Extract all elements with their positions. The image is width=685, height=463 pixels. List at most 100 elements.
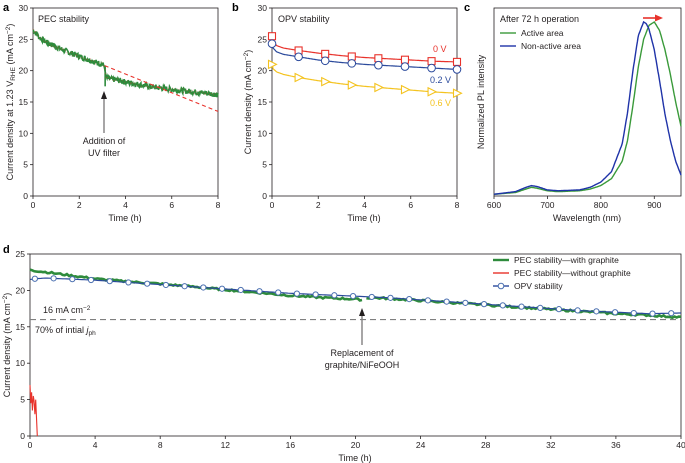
panel-c-ylabel: Normalized PL intensity <box>476 54 486 149</box>
label-series-b-0-6-v: 0.6 V <box>430 98 451 108</box>
y-tick-label-b-5: 5 <box>262 160 267 170</box>
series-d-opv-stability-marker-6 <box>144 280 151 287</box>
series-b-0-2-v-marker-7 <box>452 65 462 74</box>
x-tick-label-b-2: 2 <box>316 200 321 210</box>
y-tick-label-d-15: 15 <box>16 322 26 332</box>
series-b-0-2-v-marker-2 <box>320 56 330 66</box>
panel-d: Time (h) Current density (mA cm−2) 16 mA… <box>2 253 682 463</box>
y-tick-label-d-10: 10 <box>16 358 26 368</box>
y-tick-label-b-15: 15 <box>258 97 268 107</box>
x-tick-label-d-16: 16 <box>286 440 296 450</box>
y-tick-label-a-0: 0 <box>23 191 28 201</box>
series-d-opv-stability-marker-29 <box>574 307 581 314</box>
series-d-opv-stability-marker-20 <box>406 295 413 303</box>
series-d-pec-stability-without-graphite <box>29 384 38 437</box>
hline-label-1: 16 mA cm−2 <box>43 305 91 315</box>
series-b-0-v-marker-3 <box>347 52 356 61</box>
series-b-0-6-v-marker-4 <box>374 82 385 93</box>
series-d-opv-stability-marker-14 <box>293 290 301 297</box>
series-d-opv-stability-marker-1 <box>50 275 57 282</box>
panel-a-xlabel: Time (h) <box>108 213 141 223</box>
x-tick-label-c-600: 600 <box>487 200 501 210</box>
series-c-non-active-area <box>493 20 682 195</box>
panel-a-ylabel: Current density at 1.23 VRHE (mA cm−2) <box>5 24 17 181</box>
series-a-pec-measured <box>32 29 219 98</box>
panel-letter-a: a <box>3 2 10 14</box>
x-tick-label-d-0: 0 <box>28 440 33 450</box>
series-d-opv-stability-marker-25 <box>499 302 506 309</box>
series-d-opv-stability-marker-7 <box>162 281 169 289</box>
x-tick-label-b-0: 0 <box>270 200 275 210</box>
series-b-0-v-marker-6 <box>427 57 436 66</box>
panel-c: After 72 h operation Wavelength (nm) Nor… <box>476 7 682 223</box>
series-b-0-6-v-marker-3 <box>347 80 358 90</box>
series-d-opv-stability-marker-2 <box>69 276 76 283</box>
y-tick-label-d-20: 20 <box>16 285 26 295</box>
series-d-opv-stability-marker-31 <box>611 309 619 316</box>
series-a-pec-measured-noise <box>32 28 219 97</box>
panel-d-annotation-line1: Replacement of <box>330 348 394 358</box>
panel-a-title: PEC stability <box>38 14 90 24</box>
panel-b-ylabel: Current density (mA cm−2) <box>243 50 253 154</box>
x-tick-label-a-4: 4 <box>123 200 128 210</box>
y-tick-label-b-10: 10 <box>258 128 268 138</box>
x-tick-label-c-700: 700 <box>540 200 554 210</box>
y-tick-label-a-5: 5 <box>23 160 28 170</box>
y-tick-label-a-20: 20 <box>19 66 29 76</box>
series-d-opv-stability-marker-4 <box>106 278 113 285</box>
series-b-0-6-v-marker-0 <box>267 59 278 70</box>
panel-a-annotation-line1: Addition of <box>83 136 126 146</box>
x-tick-label-d-36: 36 <box>611 440 621 450</box>
panel-c-xlabel: Wavelength (nm) <box>553 213 621 223</box>
hline-label-2: 70% of intial jph <box>35 325 96 337</box>
series-d-opv-stability-marker-33 <box>649 310 656 317</box>
x-tick-label-a-2: 2 <box>77 200 82 210</box>
series-d-opv-stability-marker-27 <box>537 304 544 311</box>
legend-label-c-1: Non-active area <box>521 41 581 51</box>
series-b-0-v <box>271 36 457 63</box>
series-b-0-v-marker-7 <box>452 57 462 66</box>
label-series-b-0-2-v: 0.2 V <box>430 75 451 85</box>
chart-b-marks: 0 2 4 6 8 0 5 10 15 20 25 30 0 V 0.2 V 0.6 V <box>258 3 463 210</box>
x-tick-label-d-8: 8 <box>158 440 163 450</box>
x-tick-label-c-800: 800 <box>594 200 608 210</box>
panel-d-ylabel: Current density (mA cm−2) <box>2 293 12 397</box>
series-d-opv-stability-marker-26 <box>518 303 525 310</box>
x-tick-label-a-0: 0 <box>31 200 36 210</box>
y-tick-label-d-5: 5 <box>20 395 25 405</box>
panel-letter-d: d <box>3 244 10 256</box>
y-tick-label-b-20: 20 <box>258 66 268 76</box>
chart-d-marks: 0 4 8 12 16 20 24 28 32 36 40 0 5 10 15 20 25 PEC stabili… <box>16 249 685 450</box>
series-d-opv-stability-marker-34 <box>668 310 675 317</box>
series-d-opv-stability-marker-0 <box>31 275 38 282</box>
series-b-0-2-v-marker-5 <box>400 62 410 71</box>
y-tick-label-d-25: 25 <box>16 249 26 259</box>
series-d-opv-stability-marker-19 <box>387 294 394 301</box>
y-tick-label-d-0: 0 <box>20 431 25 441</box>
series-d-opv-stability-marker-12 <box>256 288 263 295</box>
series-b-0-6-v-marker-2 <box>321 76 331 87</box>
legend-label-d-2: OPV stability <box>514 281 563 291</box>
panel-c-frame <box>493 7 682 197</box>
series-d-opv-stability-marker-16 <box>331 292 338 299</box>
series-d-opv-stability-marker-9 <box>200 284 207 291</box>
series-a-extrapolation <box>104 65 219 112</box>
x-tick-label-b-4: 4 <box>362 200 367 210</box>
chart-c-marks: 600 700 800 900 Active area Non-active area <box>487 20 682 210</box>
series-b-0-2-v-marker-0 <box>267 39 277 49</box>
series-b-0-v-marker-0 <box>267 32 277 41</box>
series-d-opv-stability-marker-32 <box>630 309 637 317</box>
series-d-opv-stability-marker-8 <box>181 283 188 290</box>
chart-a-marks: 0 2 4 6 8 0 5 10 15 20 25 30 <box>19 3 221 210</box>
series-d-opv-stability-marker-22 <box>443 298 450 305</box>
y-tick-label-a-25: 25 <box>19 34 29 44</box>
panel-a: PEC stability Time (h) Current density a… <box>5 7 219 223</box>
x-tick-label-b-6: 6 <box>408 200 413 210</box>
x-tick-label-d-32: 32 <box>546 440 556 450</box>
panel-a-annotation-line2: UV filter <box>88 148 120 158</box>
series-b-0-v-marker-2 <box>321 49 330 58</box>
x-tick-label-d-20: 20 <box>351 440 361 450</box>
series-d-opv-stability-marker-5 <box>125 279 132 286</box>
